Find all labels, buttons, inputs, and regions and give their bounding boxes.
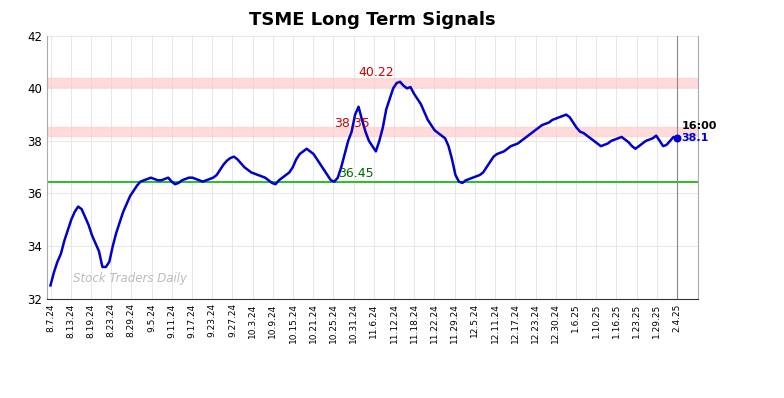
Bar <box>47 127 698 137</box>
Point <box>671 135 684 141</box>
Title: TSME Long Term Signals: TSME Long Term Signals <box>249 11 495 29</box>
Text: 16:00: 16:00 <box>681 121 717 131</box>
Text: 38.1: 38.1 <box>681 133 709 143</box>
Text: 36.45: 36.45 <box>338 166 373 179</box>
Text: Stock Traders Daily: Stock Traders Daily <box>73 272 187 285</box>
Text: 38.35: 38.35 <box>334 117 370 130</box>
Text: 40.22: 40.22 <box>358 66 394 80</box>
Bar <box>47 78 698 87</box>
